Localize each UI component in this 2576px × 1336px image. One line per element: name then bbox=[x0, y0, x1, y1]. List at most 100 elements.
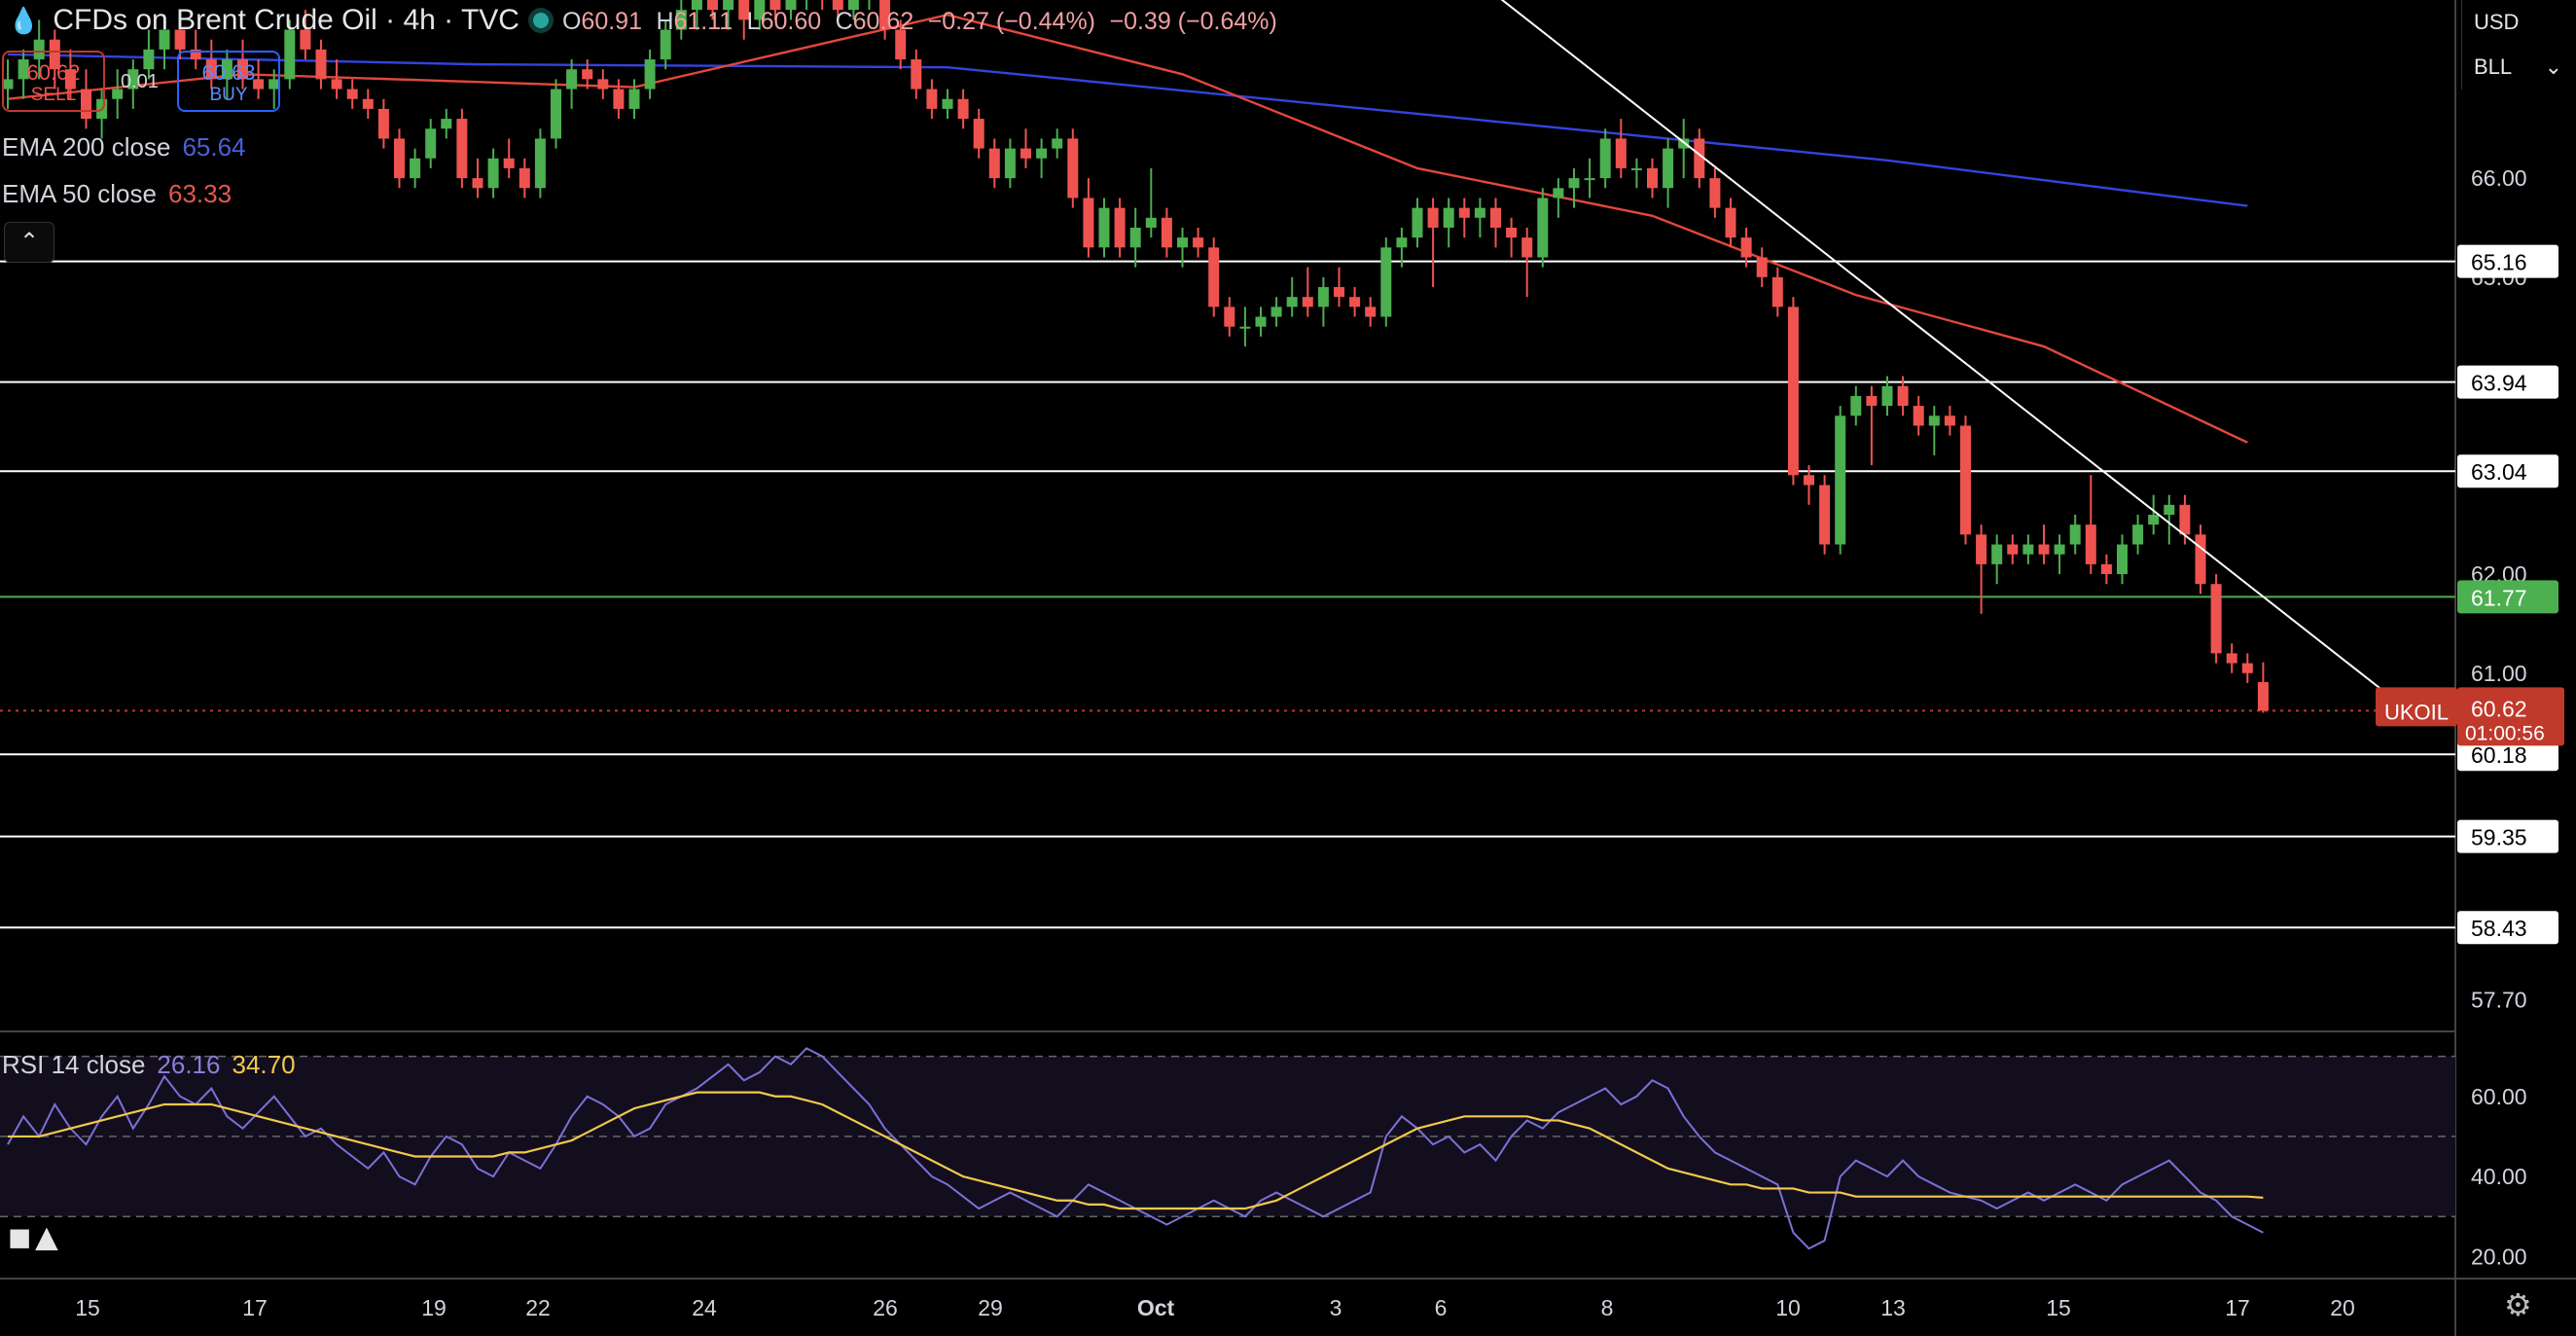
candle-body bbox=[2148, 515, 2160, 525]
candle-body bbox=[1897, 385, 1909, 407]
candle-body bbox=[519, 167, 530, 189]
candle-body bbox=[2007, 544, 2019, 555]
ema50-legend[interactable]: EMA 50 close 63.33 bbox=[2, 181, 232, 206]
candle-body bbox=[1725, 207, 1736, 238]
candle-body bbox=[1835, 415, 1846, 545]
candle-body bbox=[284, 29, 296, 80]
candle-body bbox=[487, 158, 499, 189]
candle-body bbox=[1568, 178, 1580, 189]
candle-body bbox=[1615, 138, 1627, 168]
candle-body bbox=[1991, 544, 2003, 564]
candle-body bbox=[331, 79, 342, 90]
candle-body bbox=[362, 98, 374, 109]
ema200-value: 65.64 bbox=[182, 132, 246, 162]
buy-button[interactable]: 60.63 BUY bbox=[177, 51, 280, 112]
candle-body bbox=[1114, 207, 1126, 248]
last-price-badge bbox=[2457, 687, 2564, 746]
time-tick: 6 bbox=[1435, 1295, 1448, 1320]
currency-value: USD bbox=[2474, 10, 2520, 34]
candle-body bbox=[1647, 167, 1658, 189]
market-status-icon bbox=[532, 13, 549, 28]
candle-body bbox=[1270, 307, 1282, 317]
ema50-line bbox=[7, 14, 2248, 444]
chevron-up-icon: ⌃ bbox=[18, 229, 40, 255]
gear-icon[interactable]: ⚙ bbox=[2504, 1287, 2532, 1322]
candle-body bbox=[1224, 307, 1235, 327]
candle-body bbox=[174, 29, 186, 50]
candle-body bbox=[456, 119, 468, 179]
candle-body bbox=[738, 0, 750, 20]
candle-body bbox=[1052, 138, 1063, 149]
ema200-legend[interactable]: EMA 200 close 65.64 bbox=[2, 134, 246, 160]
ema200-line bbox=[7, 53, 2248, 207]
candle-body bbox=[566, 69, 578, 90]
candle-body bbox=[926, 89, 938, 109]
candle-body bbox=[2, 79, 14, 90]
candle-body bbox=[1521, 237, 1533, 258]
candle-body bbox=[1208, 247, 1220, 307]
candle-body bbox=[253, 79, 265, 90]
change2-value: −0.39 (−0.64%) bbox=[1109, 7, 1277, 35]
candle-body bbox=[190, 49, 201, 60]
candle-body bbox=[1819, 485, 1831, 545]
candle-body bbox=[1474, 207, 1485, 218]
candle-body bbox=[769, 0, 781, 11]
time-tick: Oct bbox=[1137, 1295, 1175, 1320]
level-badge bbox=[2457, 911, 2558, 945]
candle-body bbox=[988, 148, 1000, 179]
unit-dropdown[interactable]: BLL ⌄ bbox=[2461, 45, 2576, 90]
candle-body bbox=[1913, 406, 1924, 426]
candle-body bbox=[879, 0, 891, 30]
candle-body bbox=[1771, 276, 1783, 307]
candle-body bbox=[18, 59, 29, 80]
rsi-tick: 20.00 bbox=[2471, 1244, 2527, 1269]
candle-body bbox=[2085, 524, 2096, 564]
candle-body bbox=[81, 89, 91, 120]
oil-drop-icon: 💧 bbox=[8, 6, 40, 35]
time-tick: 29 bbox=[978, 1295, 1003, 1320]
time-tick: 15 bbox=[75, 1295, 100, 1320]
candle-body bbox=[2241, 663, 2253, 673]
chart-title: CFDs on Brent Crude Oil · 4h · TVC bbox=[53, 4, 519, 36]
candle-body bbox=[1553, 188, 1564, 199]
candle-body bbox=[2038, 544, 2050, 555]
high-value: 61.11 bbox=[673, 7, 733, 35]
rsi-label: RSI 14 close bbox=[2, 1050, 146, 1079]
rsi-legend[interactable]: RSI 14 close 26.16 34.70 bbox=[2, 1052, 296, 1077]
level-badge bbox=[2457, 738, 2558, 772]
candle-body bbox=[1599, 138, 1611, 179]
candle-body bbox=[847, 0, 859, 11]
candle-body bbox=[237, 59, 248, 80]
countdown-label: 01:00:56 bbox=[2465, 722, 2545, 744]
sell-button[interactable]: 60.62 SELL bbox=[2, 51, 105, 112]
change-value: −0.27 (−0.44%) bbox=[927, 7, 1096, 35]
candle-body bbox=[534, 138, 546, 189]
candle-body bbox=[1161, 217, 1172, 248]
open-value: 60.91 bbox=[581, 7, 642, 35]
time-tick: 24 bbox=[692, 1295, 717, 1320]
candle-body bbox=[1537, 198, 1549, 258]
candle-body bbox=[112, 89, 124, 99]
candle-body bbox=[1317, 287, 1329, 307]
candle-body bbox=[205, 59, 217, 80]
time-tick: 17 bbox=[242, 1295, 268, 1320]
sell-price: 60.62 bbox=[26, 60, 81, 85]
candle-body bbox=[410, 158, 421, 179]
time-tick: 13 bbox=[1880, 1295, 1906, 1320]
candle-body bbox=[2069, 524, 2081, 545]
support-badge-label: 61.77 bbox=[2471, 585, 2527, 610]
currency-dropdown[interactable]: USD bbox=[2461, 0, 2576, 45]
price-tick: 61.00 bbox=[2471, 661, 2527, 686]
ema50-value: 63.33 bbox=[167, 179, 233, 208]
candle-body bbox=[1678, 138, 1690, 149]
collapse-legend-button[interactable]: ⌃ bbox=[4, 222, 54, 263]
candle-body bbox=[2132, 524, 2144, 545]
candle-body bbox=[1286, 297, 1298, 307]
candle-body bbox=[1850, 395, 1862, 416]
level-badge-label: 59.35 bbox=[2471, 825, 2527, 850]
time-tick: 10 bbox=[1775, 1295, 1801, 1320]
candle-body bbox=[1944, 415, 1955, 426]
candle-body bbox=[377, 108, 389, 139]
low-value: 60.60 bbox=[760, 7, 822, 35]
